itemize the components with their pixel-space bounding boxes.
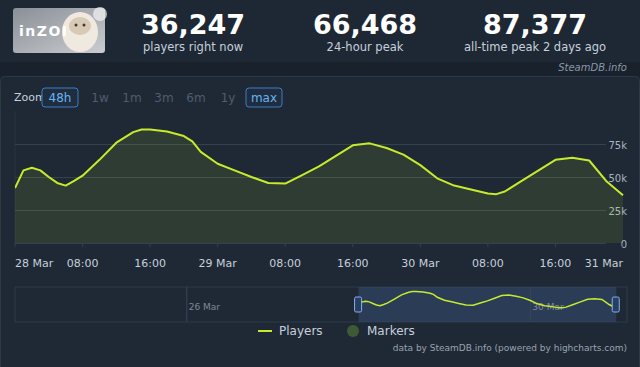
- plot-area: [15, 129, 623, 243]
- chart-panel: [1, 77, 640, 367]
- zoom-button-label[interactable]: 1y: [221, 91, 236, 105]
- stat-value: 87,377: [483, 9, 587, 40]
- x-tick-label: 29 Mar: [199, 257, 238, 270]
- x-tick-label: 08:00: [269, 257, 301, 270]
- thumb-cat-eye: [75, 24, 78, 27]
- navigator-grid: [530, 287, 531, 322]
- legend-label[interactable]: Markers: [367, 324, 415, 338]
- thumb-cat-face: [69, 17, 91, 35]
- stat-value: 66,468: [313, 9, 417, 40]
- grid-line: [15, 243, 606, 244]
- source-label: SteamDB.info: [558, 62, 627, 73]
- zoom-button[interactable]: [246, 88, 282, 107]
- x-tick: [217, 243, 218, 247]
- navigator-handle[interactable]: [612, 297, 619, 312]
- thumb-cat-eye: [83, 24, 86, 27]
- x-tick: [150, 243, 151, 247]
- x-tick: [15, 243, 16, 247]
- x-tick-label: 28 Mar: [15, 257, 54, 270]
- page: inZOI 36,247players right now 66,46824-hou…: [0, 0, 640, 367]
- x-tick: [555, 243, 556, 247]
- x-tick: [487, 243, 488, 247]
- credits: data by SteamDB.info (powered by highcha…: [393, 343, 627, 353]
- series-area: [15, 129, 623, 243]
- zoom-button-label[interactable]: 1w: [91, 91, 109, 105]
- thumb-light: [93, 7, 107, 21]
- zoom-button-label[interactable]: 6m: [186, 91, 205, 105]
- x-tick: [352, 243, 353, 247]
- zoom-label: Zoom: [14, 91, 46, 104]
- y-tick-label: 50k: [608, 173, 627, 184]
- navigator-series: [359, 292, 617, 308]
- x-tick-label: 08:00: [472, 257, 504, 270]
- game-thumbnail: [13, 8, 105, 53]
- navigator-handle[interactable]: [355, 297, 362, 312]
- x-tick: [623, 243, 624, 247]
- zoom-button-label[interactable]: 48h: [49, 91, 72, 105]
- navigator-grid: [186, 287, 187, 322]
- x-tick: [285, 243, 286, 247]
- stat-label: all-time peak 2 days ago: [464, 40, 606, 54]
- legend-symbol: [347, 325, 359, 337]
- legend-label[interactable]: Players: [279, 324, 323, 338]
- stat-label: players right now: [143, 40, 243, 54]
- grid-line: [15, 144, 606, 145]
- stat-value: 36,247: [141, 9, 245, 40]
- x-tick: [420, 243, 421, 247]
- x-tick-label: 08:00: [67, 257, 99, 270]
- x-tick-label: 31 Mar: [585, 257, 624, 270]
- navigator-frame: [15, 287, 627, 322]
- legend-symbol: [258, 330, 272, 332]
- y-tick-label: 75k: [608, 140, 627, 151]
- zoom-button-label[interactable]: 3m: [154, 91, 173, 105]
- zoom-button-label[interactable]: max: [251, 91, 277, 105]
- x-tick: [82, 243, 83, 247]
- series-line: [15, 129, 623, 195]
- zoom-button-label[interactable]: 1m: [122, 91, 141, 105]
- x-tick-label: 30 Mar: [401, 257, 440, 270]
- x-tick-label: 16:00: [540, 257, 572, 270]
- x-tick-label: 16:00: [337, 257, 369, 270]
- game-title: inZOI: [19, 23, 69, 39]
- x-tick-label: 16:00: [134, 257, 166, 270]
- stat-label: 24-hour peak: [327, 40, 404, 54]
- header-band: [0, 0, 640, 62]
- navigator-tick-label: 26 Mar: [189, 302, 221, 312]
- navigator-selection: [359, 287, 617, 322]
- navigator-line: [359, 292, 617, 308]
- zoom-button[interactable]: [42, 88, 78, 107]
